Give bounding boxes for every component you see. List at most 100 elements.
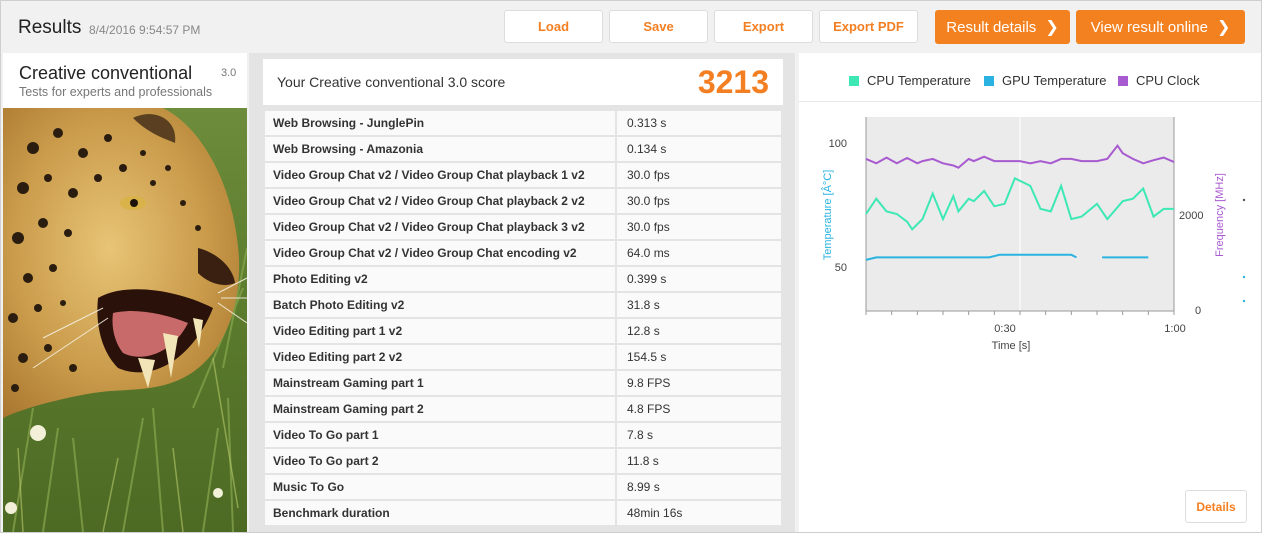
result-name: Video To Go part 2 <box>265 449 615 473</box>
result-name: Video Group Chat v2 / Video Group Chat p… <box>265 215 615 239</box>
chevron-right-icon: ❯ <box>1216 19 1231 36</box>
test-version: 3.0 <box>221 67 237 79</box>
result-name: Video Group Chat v2 / Video Group Chat p… <box>265 189 615 213</box>
table-row: Video Editing part 1 v2 12.8 s <box>265 319 781 343</box>
test-name: Creative conventional <box>19 63 193 83</box>
series-line-cpu-clock <box>865 144 1175 169</box>
table-row: Video To Go part 2 11.8 s <box>265 449 781 473</box>
legend-label: GPU Temperature <box>1002 73 1107 88</box>
result-value: 0.313 s <box>617 111 781 135</box>
cpu-temperature-swatch <box>849 75 859 86</box>
cpu-clock-swatch <box>1118 75 1128 86</box>
table-row: Mainstream Gaming part 2 4.8 FPS <box>265 397 781 421</box>
result-value: 30.0 fps <box>617 163 781 187</box>
score-box: Your Creative conventional 3.0 score 321… <box>263 59 783 105</box>
result-name: Video To Go part 1 <box>265 423 615 447</box>
result-name: Mainstream Gaming part 1 <box>265 371 615 395</box>
result-value: 9.8 FPS <box>617 371 781 395</box>
result-name: Batch Photo Editing v2 <box>265 293 615 317</box>
results-header: Results 8/4/2016 9:54:57 PM Load Save Ex… <box>1 1 1261 51</box>
result-value: 0.399 s <box>617 267 781 291</box>
chart-legend: CPU Temperature GPU Temperature CPU Cloc… <box>799 73 1261 89</box>
export-button[interactable]: Export <box>714 10 813 43</box>
results-panel: Your Creative conventional 3.0 score 321… <box>249 53 795 532</box>
divider <box>799 101 1261 102</box>
legend-gpu-temperature[interactable]: GPU Temperature <box>984 73 1107 88</box>
result-name: Music To Go <box>265 475 615 499</box>
table-row: Video To Go part 1 7.8 s <box>265 423 781 447</box>
result-name: Benchmark duration <box>265 501 615 525</box>
table-row: Benchmark duration 48min 16s <box>265 501 781 525</box>
result-value: 64.0 ms <box>617 241 781 265</box>
y-left-axis-label: Temperature [Â°C] <box>821 170 834 261</box>
result-details-label: Result details <box>946 18 1037 36</box>
legend-label: CPU Temperature <box>867 73 971 88</box>
result-date: 8/4/2016 9:54:57 PM <box>89 23 201 37</box>
y-right-tick: 0 <box>1195 305 1201 317</box>
table-row: Batch Photo Editing v2 31.8 s <box>265 293 781 317</box>
x-axis-label: Time [s] <box>992 340 1031 352</box>
test-subtitle: Tests for experts and professionals <box>19 85 213 99</box>
marker-dot <box>1242 299 1246 303</box>
result-value: 48min 16s <box>617 501 781 525</box>
leopard-image <box>3 108 247 532</box>
marker-dot <box>1242 198 1246 202</box>
monitoring-chart: 100 50 2000 0 0:30 1:00 Time [s] Tempera… <box>821 117 1246 352</box>
x-tick: 1:00 <box>1164 323 1185 335</box>
result-value: 30.0 fps <box>617 215 781 239</box>
result-value: 11.8 s <box>617 449 781 473</box>
legend-label: CPU Clock <box>1136 73 1200 88</box>
result-details-button[interactable]: Result details ❯ <box>935 10 1070 44</box>
legend-cpu-temperature[interactable]: CPU Temperature <box>849 73 971 88</box>
export-pdf-button[interactable]: Export PDF <box>819 10 918 43</box>
view-result-online-label: View result online <box>1090 18 1208 36</box>
score-value: 3213 <box>697 64 769 100</box>
result-name: Web Browsing - JunglePin <box>265 111 615 135</box>
result-value: 7.8 s <box>617 423 781 447</box>
result-value: 12.8 s <box>617 319 781 343</box>
series-line-cpu-temperature <box>865 176 1174 231</box>
result-value: 0.134 s <box>617 137 781 161</box>
result-name: Video Editing part 1 v2 <box>265 319 615 343</box>
table-row: Video Group Chat v2 / Video Group Chat p… <box>265 215 781 239</box>
table-row: Video Group Chat v2 / Video Group Chat e… <box>265 241 781 265</box>
result-value: 4.8 FPS <box>617 397 781 421</box>
view-result-online-button[interactable]: View result online ❯ <box>1076 10 1245 44</box>
result-name: Video Group Chat v2 / Video Group Chat p… <box>265 163 615 187</box>
result-value: 31.8 s <box>617 293 781 317</box>
gpu-temperature-swatch <box>984 75 994 86</box>
y-left-tick: 100 <box>829 138 847 150</box>
result-name: Mainstream Gaming part 2 <box>265 397 615 421</box>
result-value: 30.0 fps <box>617 189 781 213</box>
legend-cpu-clock[interactable]: CPU Clock <box>1118 73 1200 88</box>
y-left-tick: 50 <box>835 262 847 274</box>
table-row: Video Group Chat v2 / Video Group Chat p… <box>265 189 781 213</box>
table-row: Web Browsing - JunglePin 0.313 s <box>265 111 781 135</box>
result-value: 8.99 s <box>617 475 781 499</box>
table-row: Video Editing part 2 v2 154.5 s <box>265 345 781 369</box>
marker-dot <box>1242 275 1246 279</box>
y-right-axis-label: Frequency [MHz] <box>1214 173 1226 257</box>
x-tick: 0:30 <box>994 323 1015 335</box>
table-row: Web Browsing - Amazonia 0.134 s <box>265 137 781 161</box>
table-row: Video Group Chat v2 / Video Group Chat p… <box>265 163 781 187</box>
monitoring-panel: CPU Temperature GPU Temperature CPU Cloc… <box>799 53 1261 532</box>
chevron-right-icon: ❯ <box>1045 19 1059 36</box>
table-row: Mainstream Gaming part 1 9.8 FPS <box>265 371 781 395</box>
table-row: Music To Go 8.99 s <box>265 475 781 499</box>
result-name: Video Editing part 2 v2 <box>265 345 615 369</box>
result-name: Video Group Chat v2 / Video Group Chat e… <box>265 241 615 265</box>
result-name: Web Browsing - Amazonia <box>265 137 615 161</box>
y-right-tick: 2000 <box>1179 210 1203 222</box>
results-table: Web Browsing - JunglePin 0.313 s Web Brows… <box>265 111 781 527</box>
result-value: 154.5 s <box>617 345 781 369</box>
test-info-panel: Creative conventional 3.0 Tests for expe… <box>3 53 247 532</box>
save-button[interactable]: Save <box>609 10 708 43</box>
load-button[interactable]: Load <box>504 10 603 43</box>
table-row: Photo Editing v2 0.399 s <box>265 267 781 291</box>
score-label: Your Creative conventional 3.0 score <box>277 74 506 90</box>
result-name: Photo Editing v2 <box>265 267 615 291</box>
series-line-gpu-temperature <box>865 253 1077 261</box>
page-title: Results <box>18 17 82 38</box>
details-button[interactable]: Details <box>1185 490 1247 523</box>
